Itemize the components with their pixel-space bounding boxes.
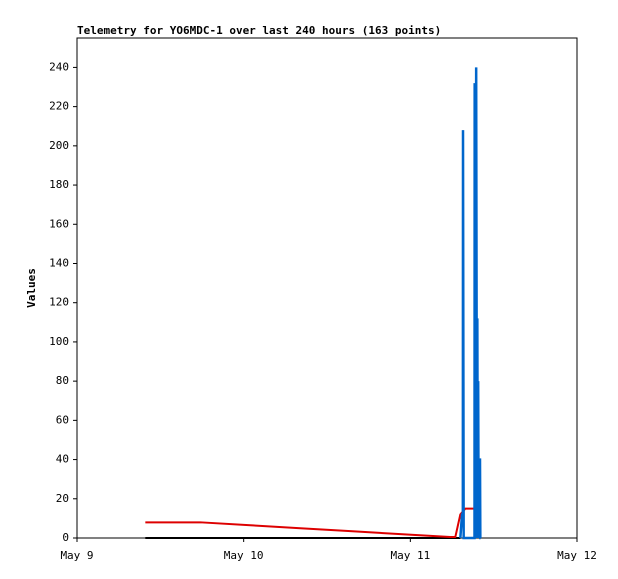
y-tick-label: 140 <box>49 256 69 269</box>
y-tick-label: 220 <box>49 100 69 113</box>
y-tick-label: 240 <box>49 60 69 73</box>
chart-title: Telemetry for YO6MDC-1 over last 240 hou… <box>77 24 441 37</box>
y-tick-label: 180 <box>49 178 69 191</box>
y-tick-label: 160 <box>49 217 69 230</box>
series-line <box>145 507 476 539</box>
y-tick-label: 200 <box>49 139 69 152</box>
x-tick-label: May 10 <box>224 549 264 562</box>
series-line <box>459 67 482 540</box>
y-tick-label: 100 <box>49 335 69 348</box>
y-tick-label: 0 <box>62 531 69 544</box>
x-tick-label: May 11 <box>390 549 430 562</box>
y-tick-label: 80 <box>56 374 69 387</box>
y-tick-label: 20 <box>56 492 69 505</box>
x-tick-label: May 12 <box>557 549 597 562</box>
plot-frame <box>76 37 578 539</box>
y-tick-label: 120 <box>49 296 69 309</box>
y-axis-label: Values <box>25 268 38 308</box>
x-tick-label: May 9 <box>60 549 93 562</box>
y-tick-label: 60 <box>56 413 69 426</box>
y-tick-label: 40 <box>56 453 69 466</box>
